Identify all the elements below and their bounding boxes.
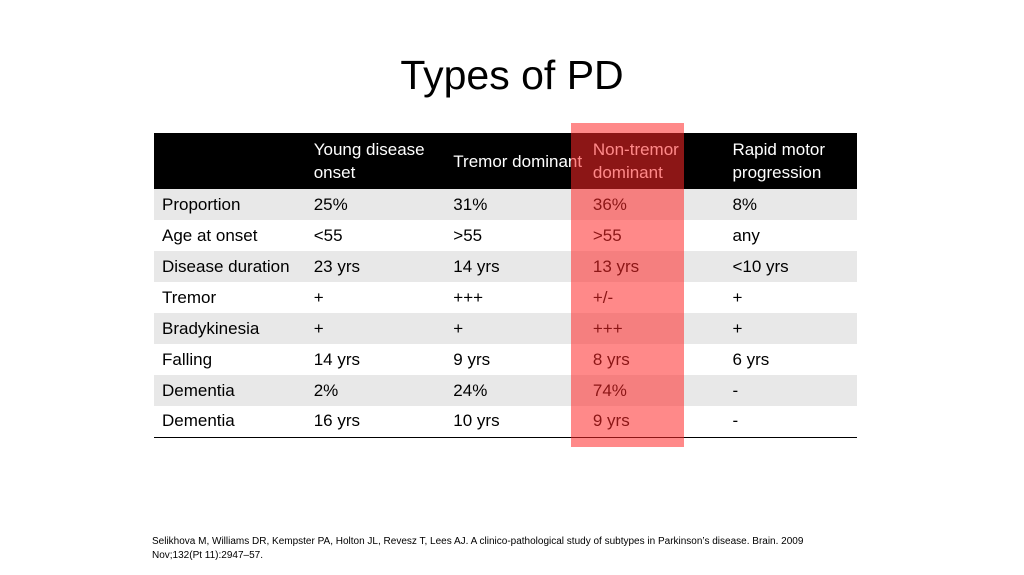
row-label: Falling — [162, 349, 213, 369]
table-row: Dementia 16 yrs 10 yrs 9 yrs - — [154, 406, 857, 437]
table-cell: 14 yrs — [453, 256, 500, 276]
table-cell: <55 — [313, 225, 343, 245]
table-cell: + — [732, 287, 743, 307]
table-cell: 10 yrs — [453, 411, 500, 431]
header-young-disease-onset: Young disease onset — [313, 140, 425, 182]
table-cell: + — [732, 318, 743, 338]
pd-types-table: Young disease onset Tremor dominant Non-… — [154, 133, 857, 438]
row-label: Dementia — [162, 380, 235, 400]
table-cell: any — [732, 225, 760, 245]
table-cell: 9 yrs — [592, 411, 630, 431]
table-cell: 25% — [313, 194, 348, 214]
table-row: Age at onset <55 >55 >55 any — [154, 220, 857, 251]
row-label: Tremor — [162, 287, 217, 307]
row-label: Age at onset — [162, 225, 258, 245]
table-cell: 16 yrs — [313, 411, 361, 431]
table-cell: - — [732, 411, 739, 431]
row-label: Disease duration — [162, 256, 290, 276]
table-cell: +++ — [592, 318, 623, 338]
header-rapid-motor-progression: Rapid motor progression — [732, 140, 826, 182]
table-row: Falling 14 yrs 9 yrs 8 yrs 6 yrs — [154, 344, 857, 375]
table-cell: 24% — [453, 380, 488, 400]
table-cell: + — [313, 287, 324, 307]
table-row: Bradykinesia + + +++ + — [154, 313, 857, 344]
citation: Selikhova M, Williams DR, Kempster PA, H… — [152, 536, 804, 561]
table-cell: + — [453, 318, 464, 338]
table-cell: +/- — [592, 287, 614, 307]
row-label: Proportion — [162, 194, 241, 214]
table-cell: + — [313, 318, 324, 338]
slide-title: Types of PD — [400, 52, 624, 98]
header-non-tremor-dominant: Non-tremor dominant — [592, 140, 679, 182]
table-cell: >55 — [453, 225, 483, 245]
header-empty — [154, 133, 306, 189]
table-cell: 36% — [592, 194, 627, 214]
table-cell: <10 yrs — [732, 256, 789, 276]
table-row: Tremor + +++ +/- + — [154, 282, 857, 313]
header-tremor-dominant: Tremor dominant — [453, 151, 583, 171]
table-cell: 14 yrs — [313, 349, 361, 369]
table-cell: 6 yrs — [732, 349, 770, 369]
table-row: Dementia 2% 24% 74% - — [154, 375, 857, 406]
table-cell: 74% — [592, 380, 627, 400]
table-cell: 13 yrs — [592, 256, 640, 276]
table-cell: +++ — [453, 287, 484, 307]
table-cell: - — [732, 380, 739, 400]
table-cell: 2% — [313, 380, 339, 400]
row-label: Bradykinesia — [162, 318, 260, 338]
table-row: Disease duration 23 yrs 14 yrs 13 yrs <1… — [154, 251, 857, 282]
table-row: Proportion 25% 31% 36% 8% — [154, 189, 857, 220]
table-cell: >55 — [592, 225, 622, 245]
row-label: Dementia — [162, 411, 235, 431]
table-header-row: Young disease onset Tremor dominant Non-… — [154, 133, 857, 189]
table-cell: 8% — [732, 194, 758, 214]
table-cell: 9 yrs — [453, 349, 491, 369]
table-cell: 8 yrs — [592, 349, 630, 369]
table-cell: 31% — [453, 194, 488, 214]
table-cell: 23 yrs — [313, 256, 361, 276]
